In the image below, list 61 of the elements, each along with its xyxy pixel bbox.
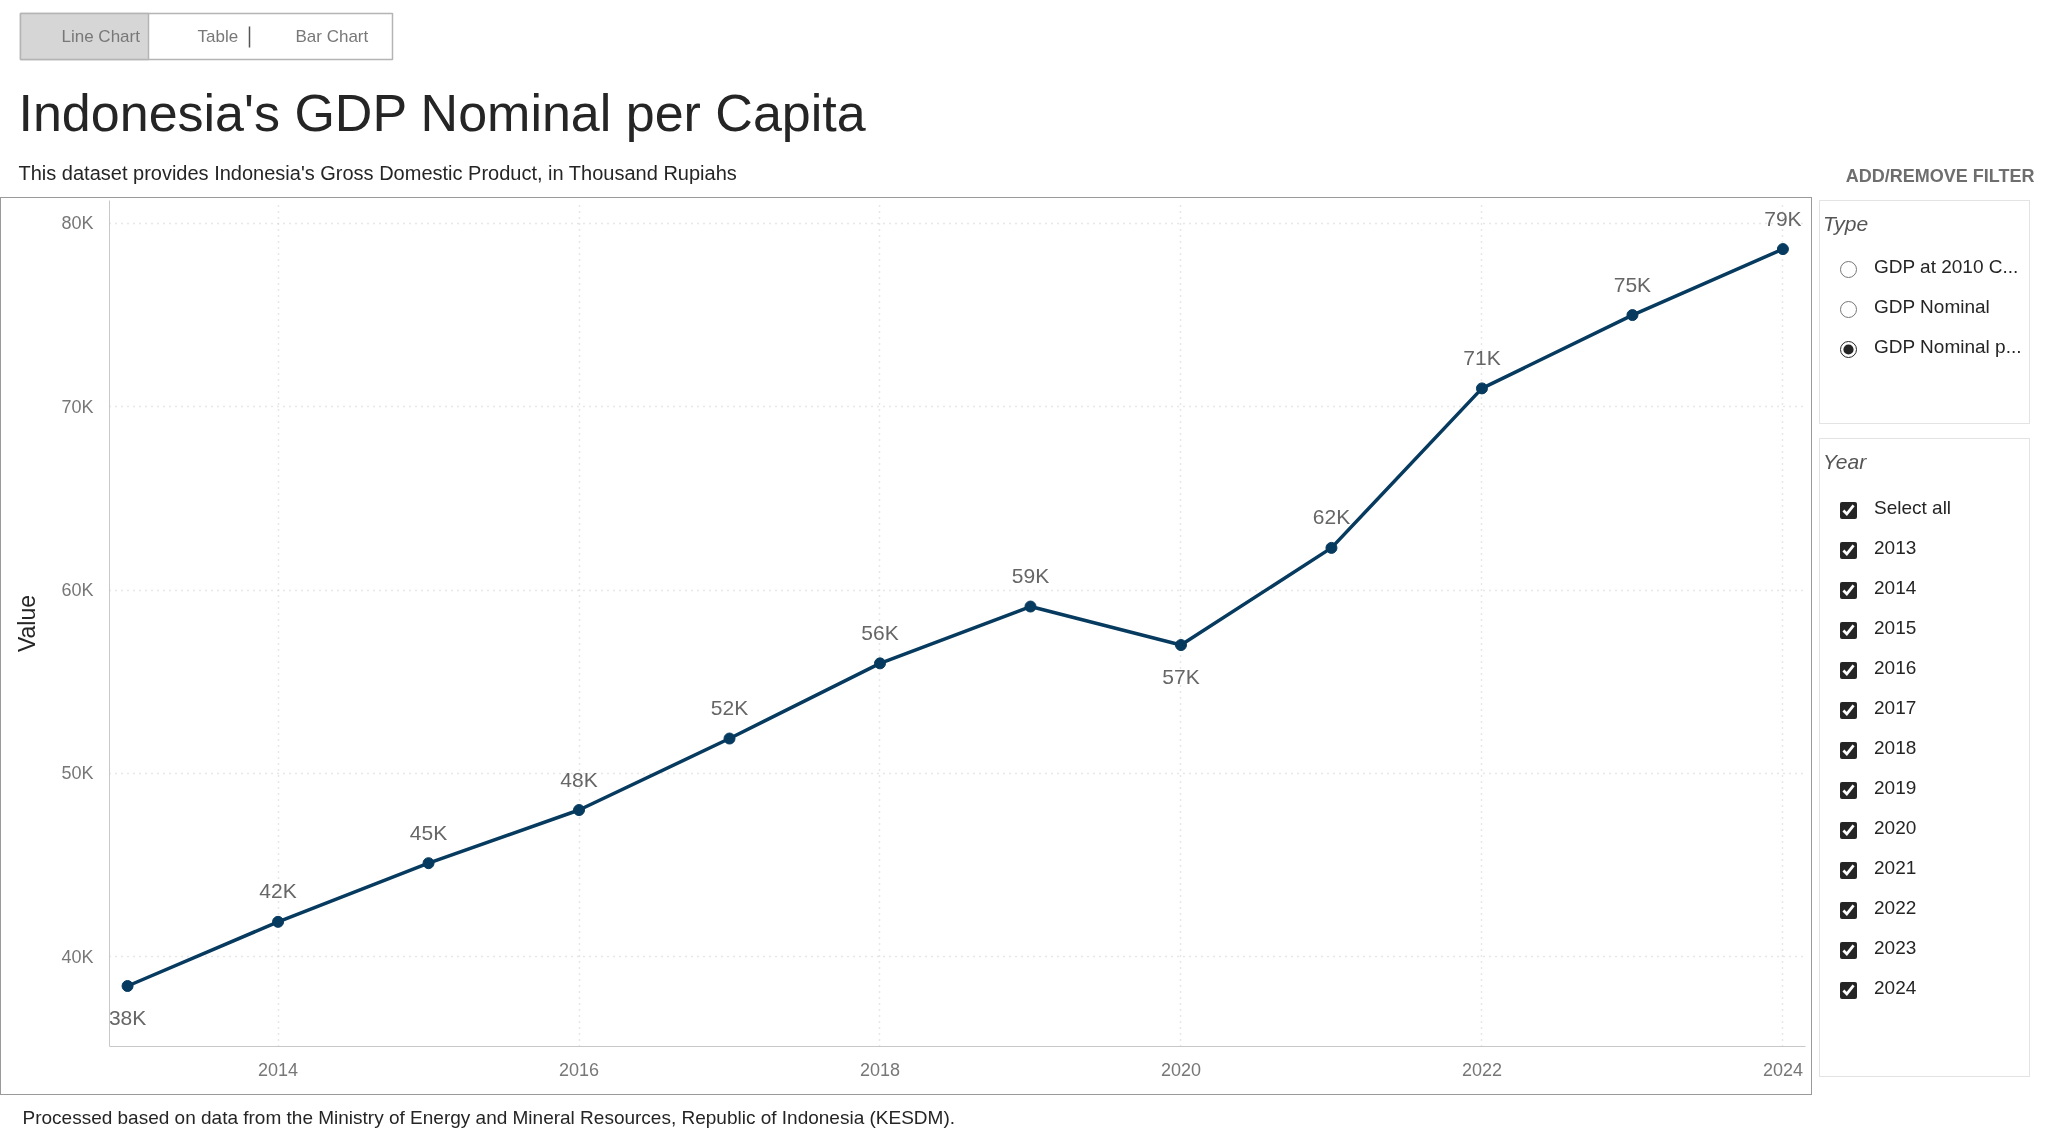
point: [1024, 600, 1037, 613]
text: 2013: [1874, 536, 1917, 561]
text: 2015: [1874, 616, 1917, 641]
y-axis-title: Value: [14, 594, 41, 653]
y-tick-label: 60K: [61, 580, 94, 601]
text: 2022: [1874, 896, 1917, 921]
text: Select all: [1874, 496, 1952, 521]
data-label: 42K: [259, 879, 297, 903]
text: Type: [1823, 211, 1869, 237]
text: 2021: [1874, 856, 1917, 881]
point: [874, 657, 886, 670]
text: GDP at 2010 C...: [1874, 255, 2019, 280]
data-label: 79K: [1764, 206, 1802, 230]
data-label: 75K: [1613, 272, 1652, 296]
data-label: 48K: [560, 767, 598, 791]
text: 2014: [1874, 576, 1917, 601]
x-tick-label: 2024: [1762, 1059, 1803, 1080]
y-tick-label: 40K: [61, 946, 94, 967]
point: [723, 732, 736, 745]
text: 2016: [1874, 656, 1917, 681]
text: 2018: [1874, 736, 1917, 761]
text: 2024: [1874, 976, 1917, 1001]
data-label: 59K: [1011, 564, 1050, 588]
text: Processed based on data from the Ministry of Energy and Mineral Resources, Republic of Indonesia (KESDM).: [22, 1107, 956, 1128]
text: GDP Nominal: [1874, 295, 1990, 320]
data-label: 45K: [409, 820, 448, 844]
data-label: 56K: [861, 620, 899, 644]
text: Line Chart: [61, 27, 141, 46]
text: 2020: [1874, 816, 1917, 841]
chart-title: Indonesia's GDP Nominal per Capita: [18, 83, 866, 142]
text: 2019: [1874, 776, 1917, 801]
text: 2023: [1874, 936, 1917, 961]
point: [573, 804, 586, 817]
x-tick-label: 2018: [859, 1059, 901, 1080]
data-label: 71K: [1463, 345, 1501, 369]
x-tick-label: 2020: [1160, 1059, 1201, 1080]
y-tick-label: 80K: [61, 213, 94, 234]
text: ADD/REMOVE FILTER: [1845, 165, 2035, 186]
y-tick-label: 70K: [61, 396, 94, 417]
data-label: 57K: [1162, 664, 1200, 688]
text: Year: [1823, 449, 1867, 475]
y-tick-label: 50K: [61, 763, 94, 784]
point: [422, 857, 435, 870]
x-tick-label: 2014: [258, 1059, 299, 1080]
x-tick-label: 2022: [1461, 1059, 1502, 1080]
text: Table: [197, 27, 239, 46]
text: GDP Nominal p...: [1874, 335, 2022, 360]
point: [1626, 309, 1639, 322]
data-label: 62K: [1312, 505, 1351, 529]
point: [1325, 541, 1338, 554]
point: [272, 915, 285, 928]
x-tick-label: 2016: [559, 1059, 600, 1080]
point: [1475, 382, 1488, 395]
text: 2017: [1874, 696, 1917, 721]
point: [121, 980, 134, 992]
data-label: 38K: [108, 1005, 147, 1029]
point: [1174, 639, 1187, 652]
text: Bar Chart: [295, 27, 369, 46]
point: [1776, 243, 1789, 256]
chart-subtitle: This dataset provides Indonesia's Gross Domestic Product, in Thousand Rupiahs: [18, 161, 737, 184]
data-label: 52K: [710, 696, 749, 720]
